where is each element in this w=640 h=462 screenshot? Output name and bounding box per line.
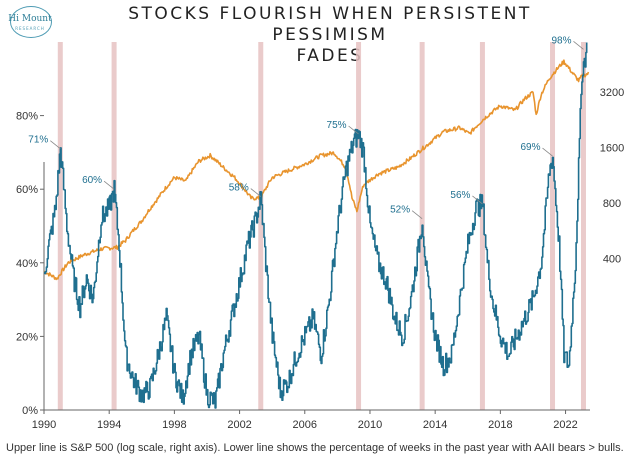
annotation-leader (411, 210, 423, 219)
x-tick-label: 2014 (423, 419, 447, 431)
left-tick-label: 80% (16, 111, 38, 123)
right-tick-label: 1600 (600, 143, 624, 155)
annotation-label: 71% (28, 135, 48, 146)
x-tick-label: 2010 (358, 419, 382, 431)
annotation-leader (348, 125, 359, 135)
bears-over-bulls-line (43, 42, 588, 409)
chart-title-line-2: FADES (296, 46, 364, 66)
chart-title-line-1: STOCKS FLOURISH WHEN PERSISTENT PESSIMIS… (128, 4, 532, 45)
x-tick-label: 2002 (227, 419, 251, 431)
chart-title: STOCKS FLOURISH WHEN PERSISTENT PESSIMIS… (80, 4, 580, 67)
right-tick-label: 800 (603, 198, 621, 210)
annotation-label: 52% (390, 205, 410, 216)
logo-ring (10, 6, 52, 38)
annotation-label: 98% (551, 35, 571, 46)
hi-mount-logo: Hi Mount RESEARCH (6, 6, 54, 42)
left-tick-label: 60% (16, 184, 38, 196)
annotation-leader (573, 41, 584, 50)
x-tick-label: 1998 (162, 419, 186, 431)
x-tick-label: 2006 (293, 419, 317, 431)
annotation-label: 75% (327, 120, 347, 131)
highlight-band (356, 42, 362, 410)
highlight-band (57, 42, 63, 410)
logo-subtitle: RESEARCH (15, 26, 45, 31)
chart-footnote: Upper line is S&P 500 (log scale, right … (6, 442, 624, 454)
chart: 1990 1994 1998 2002 2006 2010 2014 2018 2022 0% 20… (16, 35, 624, 431)
annotation-label: 56% (450, 190, 470, 201)
x-tick-label: 2018 (488, 419, 512, 431)
logo-name: Hi Mount (8, 14, 52, 24)
annotation-leader (250, 188, 262, 197)
annotation-label: 60% (82, 175, 102, 186)
left-tick-label: 40% (16, 258, 38, 270)
highlight-band (479, 42, 485, 410)
highlight-band (580, 42, 586, 410)
left-tick-label: 20% (16, 331, 38, 343)
annotation-leader (50, 140, 61, 150)
annotation-label: 69% (520, 142, 540, 153)
highlight-band (111, 42, 117, 410)
sp500-line (43, 59, 590, 281)
x-tick-label: 1990 (32, 419, 56, 431)
annotation-leader (472, 195, 483, 205)
x-tick-label: 1994 (97, 419, 121, 431)
right-tick-label: 3200 (600, 87, 624, 99)
highlight-band (550, 42, 556, 410)
annotation-label: 58% (229, 183, 249, 194)
annotation-leader (542, 147, 553, 157)
left-tick-label: 0% (22, 405, 38, 417)
annotation-leader (103, 180, 115, 190)
x-tick-label: 2022 (553, 419, 577, 431)
right-tick-label: 400 (603, 253, 621, 265)
highlight-band (258, 42, 264, 410)
